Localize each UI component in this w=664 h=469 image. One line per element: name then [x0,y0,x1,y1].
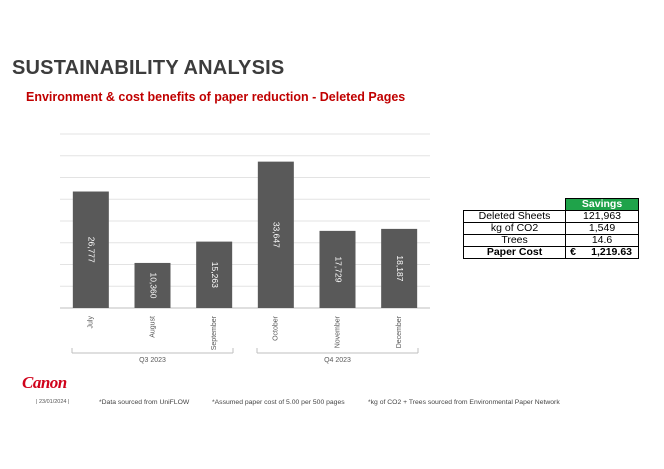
savings-table: Savings Deleted Sheets 121,963 kg of CO2… [462,198,639,259]
savings-row: Trees 14.6 [462,234,639,247]
data-label: 33,647 [272,222,282,248]
currency-symbol: € [570,246,576,258]
savings-corner [464,199,566,211]
x-tick-label: July [88,316,95,329]
paper-cost-label: Paper Cost [462,246,567,259]
savings-row-label: Trees [462,234,567,247]
footer-date: | 23/01/2024 | [36,399,70,405]
page-subtitle: Environment & cost benefits of paper red… [26,90,406,104]
bar [196,241,233,308]
paper-cost-row: Paper Cost € 1,219.63 [462,246,639,259]
canon-logo: Canon [22,373,67,392]
page-title: SUSTAINABILITY ANALYSIS [12,57,285,79]
x-tick-label: November [334,315,341,348]
data-label: 10,360 [148,272,158,298]
bar [72,191,109,308]
data-label: 18,187 [395,255,405,281]
x-tick-label: October [273,315,280,341]
savings-row-value: 121,963 [565,210,639,223]
bar [257,161,294,308]
footer-note-cost: *Assumed paper cost of 5.00 per 500 page… [212,399,345,406]
x-tick-label: December [396,315,403,348]
group-label: Q3 2023 [139,357,166,364]
bar [319,230,356,308]
footer-note-co2: *kg of CO2 + Trees sourced from Environm… [368,399,560,406]
savings-row-value: 1,549 [565,222,639,235]
data-label: 26,777 [87,237,97,263]
savings-row-label: kg of CO2 [462,222,567,235]
bar [134,262,171,308]
data-label: 17,729 [333,256,343,282]
paper-cost-value: 1,219.63 [591,246,632,258]
x-tick-label: September [211,315,218,350]
data-label: 15,263 [210,262,220,288]
bar [381,228,418,308]
savings-row-value: 14.6 [565,234,639,247]
savings-row: Deleted Sheets 121,963 [462,210,639,223]
paper-cost-cell: € 1,219.63 [565,246,639,259]
savings-row: kg of CO2 1,549 [462,222,639,235]
savings-row-label: Deleted Sheets [462,210,567,223]
x-tick-label: August [149,316,156,338]
savings-header: Savings [565,198,639,211]
group-label: Q4 2023 [324,357,351,364]
footer-note-source: *Data sourced from UniFLOW [99,399,190,406]
